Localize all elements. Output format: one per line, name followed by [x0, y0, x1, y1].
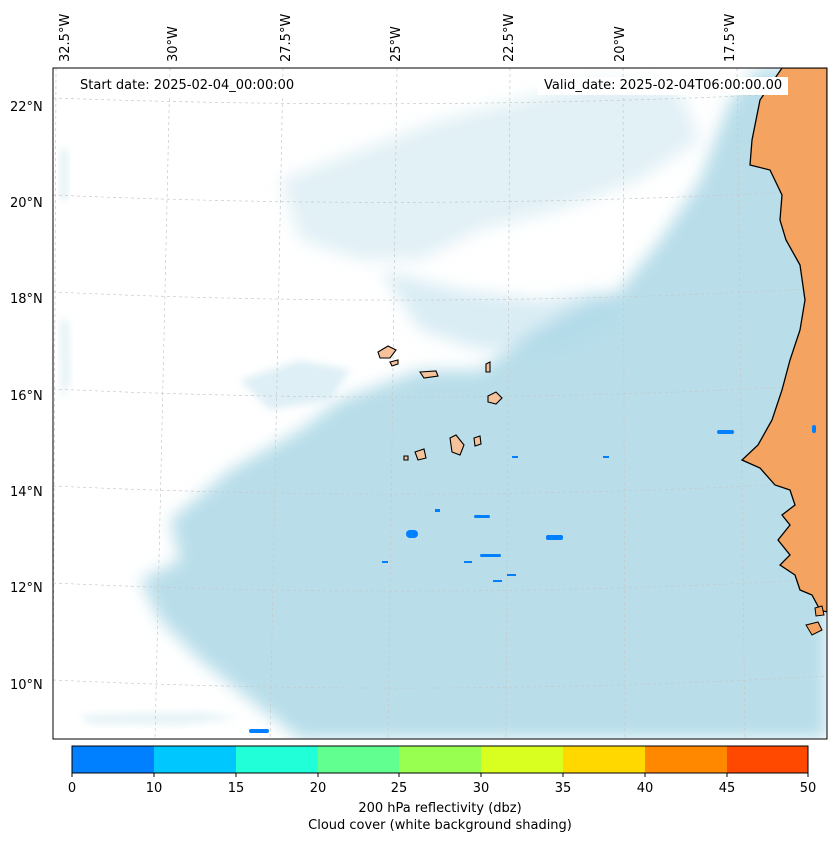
lat-label: 22°N — [10, 100, 43, 115]
lon-label: 32.5°W — [58, 14, 73, 62]
lon-label: 22.5°W — [502, 14, 517, 62]
colorbar-tick: 25 — [391, 781, 408, 796]
start-date-label: Start date: 2025-02-04_00:00:00 — [74, 77, 301, 95]
africa-landmass — [740, 68, 827, 613]
colorbar-tick: 50 — [800, 781, 817, 796]
lon-label: 20°W — [613, 26, 628, 62]
colorbar-tick: 30 — [473, 781, 490, 796]
colorbar-tick: 45 — [719, 781, 736, 796]
latitude-labels: 22°N 20°N 18°N 16°N 14°N 12°N 10°N — [10, 100, 43, 693]
colorbar-tick: 40 — [637, 781, 654, 796]
colorbar-segment — [563, 746, 645, 773]
valid-date-label: Valid_date: 2025-02-04T06:00:00.00 — [538, 77, 789, 95]
colorbar-tick: 15 — [228, 781, 245, 796]
lon-label: 27.5°W — [279, 14, 294, 62]
colorbar-segment — [154, 746, 236, 773]
cape-verde-islands — [377, 345, 503, 461]
longitude-labels: 32.5°W 30°W 27.5°W 25°W 22.5°W 20°W 17.5… — [58, 14, 738, 62]
colorbar-segment — [236, 746, 318, 773]
colorbar-segment — [481, 746, 563, 773]
map-area — [53, 68, 827, 739]
colorbar-tick: 10 — [146, 781, 163, 796]
colorbar: 0 10 15 20 25 30 35 40 45 50 — [68, 745, 817, 796]
colorbar-tick: 20 — [310, 781, 327, 796]
lon-label: 25°W — [389, 26, 404, 62]
lat-label: 18°N — [10, 292, 43, 307]
reflectivity-cells — [249, 425, 816, 733]
colorbar-segment — [72, 746, 154, 773]
colorbar-segment — [399, 746, 481, 773]
colorbar-tick: 35 — [555, 781, 572, 796]
colorbar-segment — [727, 746, 808, 773]
colorbar-segment — [318, 746, 399, 773]
lon-label: 30°W — [166, 26, 181, 62]
colorbar-segment — [645, 746, 727, 773]
lat-label: 20°N — [10, 196, 43, 211]
lat-label: 14°N — [10, 485, 43, 500]
colorbar-sublabel: Cloud cover (white background shading) — [308, 818, 572, 833]
lon-label: 17.5°W — [723, 14, 738, 62]
bijagos-islands — [805, 605, 825, 636]
colorbar-tick: 0 — [68, 781, 76, 796]
colorbar-label: 200 hPa reflectivity (dbz) — [358, 801, 522, 816]
lat-label: 16°N — [10, 389, 43, 404]
cloud-cover-shading — [60, 68, 827, 739]
lat-label: 10°N — [10, 678, 43, 693]
map-frame — [52, 67, 828, 740]
lat-label: 12°N — [10, 581, 43, 596]
